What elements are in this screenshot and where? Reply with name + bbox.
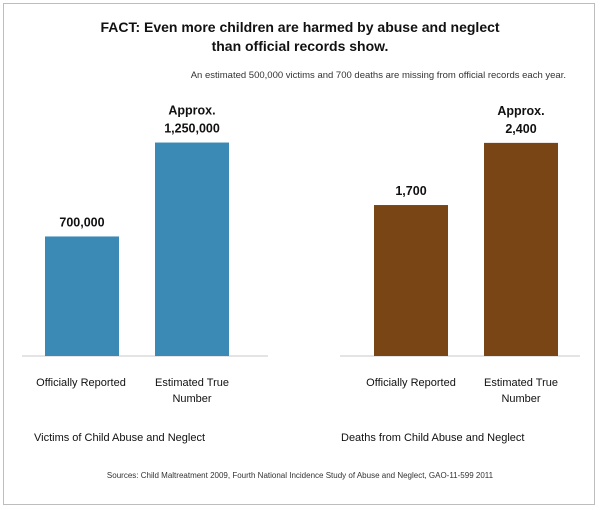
category-label: Number [501, 393, 540, 405]
chart-title-line-2: than official records show. [211, 38, 389, 54]
category-label: Estimated True [484, 377, 558, 389]
source-note: Sources: Child Maltreatment 2009, Fourth… [106, 471, 494, 480]
data-label: Approx. [168, 104, 215, 118]
chart-title-line-1: FACT: Even more children are harmed by a… [100, 19, 500, 35]
data-label: Approx. [497, 104, 544, 118]
category-label: Estimated True [155, 377, 229, 389]
category-label: Number [172, 393, 211, 405]
category-label: Officially Reported [36, 377, 126, 389]
chart-subtitle: An estimated 500,000 victims and 700 dea… [190, 70, 566, 81]
bar [155, 142, 229, 356]
data-label: 1,250,000 [164, 122, 220, 136]
group-label: Deaths from Child Abuse and Neglect [341, 432, 524, 444]
data-label: 700,000 [59, 215, 104, 229]
bar [484, 142, 558, 356]
bar [45, 236, 119, 356]
data-label: 2,400 [505, 122, 536, 136]
group-label: Victims of Child Abuse and Neglect [34, 432, 205, 444]
bar [374, 205, 448, 356]
data-label: 1,700 [395, 184, 426, 198]
category-label: Officially Reported [366, 377, 456, 389]
